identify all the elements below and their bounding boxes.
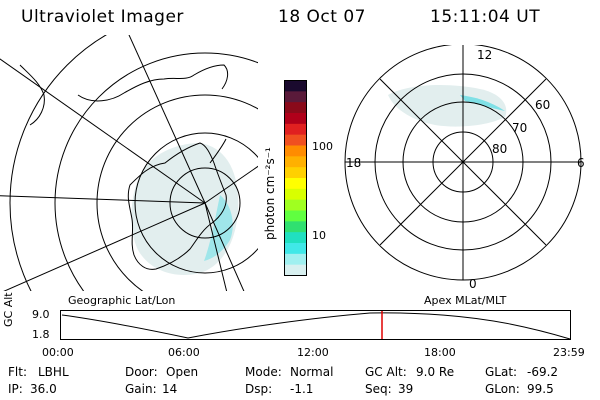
status-mode-value: Normal (290, 365, 334, 379)
colorbar-segment (284, 113, 307, 125)
status-glat-value: -69.2 (527, 365, 559, 379)
magnetic-polar-plot (344, 45, 582, 281)
mlt-label-0: 0 (469, 277, 477, 291)
colorbar-segment (284, 264, 307, 276)
colorbar-segment (284, 178, 307, 190)
colorbar-segment (284, 156, 307, 168)
colorbar-segment (284, 145, 307, 157)
time-tick-1800: 18:00 (424, 346, 456, 359)
colorbar-segment (284, 221, 307, 233)
status-gcalt-value: 9.0 Re (416, 365, 455, 379)
status-ip-value: 36.0 (30, 382, 57, 396)
status-glon-value: 99.5 (527, 382, 554, 396)
altitude-tick-high: 9.0 (32, 308, 50, 321)
colorbar-segment (284, 134, 307, 146)
status-door-value: Open (166, 365, 199, 379)
status-gain-value: 14 (162, 382, 178, 396)
colorbar-segment (284, 210, 307, 222)
colorbar-segment (284, 188, 307, 201)
colorbar-segment (284, 80, 307, 92)
status-dsp-value: -1.1 (290, 382, 314, 396)
status-glat-key: GLat: (485, 365, 518, 379)
time-tick-2359: 23:59 (553, 346, 585, 359)
status-ip-key: IP: (8, 382, 23, 396)
status-door-key: Door: (125, 365, 158, 379)
colorbar-segment (284, 167, 307, 179)
mlat-label-70: 70 (512, 121, 528, 135)
mlat-label-60: 60 (535, 98, 551, 112)
status-glon-key: GLon: (485, 382, 520, 396)
mlt-label-6: 6 (577, 156, 585, 170)
time-tick-0000: 00:00 (42, 346, 74, 359)
status-gain-key: Gain: (125, 382, 157, 396)
observation-time: 15:11:04 UT (430, 7, 541, 27)
altitude-curve (61, 312, 571, 340)
colorbar-segment (284, 253, 307, 266)
status-dsp-key: Dsp: (245, 382, 273, 396)
status-seq-key: Seq: (365, 382, 392, 396)
colorbar-segment (284, 123, 307, 136)
status-gcalt-key: GC Alt: (365, 365, 407, 379)
geographic-map (0, 35, 258, 291)
time-tick-0600: 06:00 (168, 346, 200, 359)
colorbar-unit-label: photon cm⁻²s⁻¹ (263, 147, 277, 240)
colorbar-segment (284, 91, 307, 103)
colorbar-segment (284, 243, 307, 255)
magnetic-caption: Apex MLat/MLT (424, 294, 507, 307)
altitude-axis-label: GC Alt (2, 292, 15, 327)
colorbar-segment (284, 199, 307, 211)
intensity-colorbar (284, 80, 307, 276)
colorbar-tick-10: 10 (312, 229, 326, 242)
status-flt-value: LBHL (38, 365, 69, 379)
time-tick-1200: 12:00 (297, 346, 329, 359)
colorbar-segment (284, 232, 307, 244)
status-mode-key: Mode: (245, 365, 282, 379)
observation-date: 18 Oct 07 (278, 7, 366, 27)
status-flt-key: Flt: (8, 365, 27, 379)
colorbar-segment (284, 102, 307, 114)
colorbar-tick-100: 100 (312, 140, 333, 153)
status-seq-value: 39 (398, 382, 414, 396)
mlt-label-18: 18 (346, 156, 362, 170)
altitude-tick-low: 1.8 (32, 328, 50, 341)
mlat-label-80: 80 (492, 142, 508, 156)
instrument-title: Ultraviolet Imager (21, 7, 184, 27)
mlt-label-12: 12 (477, 48, 493, 62)
geographic-caption: Geographic Lat/Lon (68, 294, 176, 307)
altitude-timeline (60, 310, 571, 340)
